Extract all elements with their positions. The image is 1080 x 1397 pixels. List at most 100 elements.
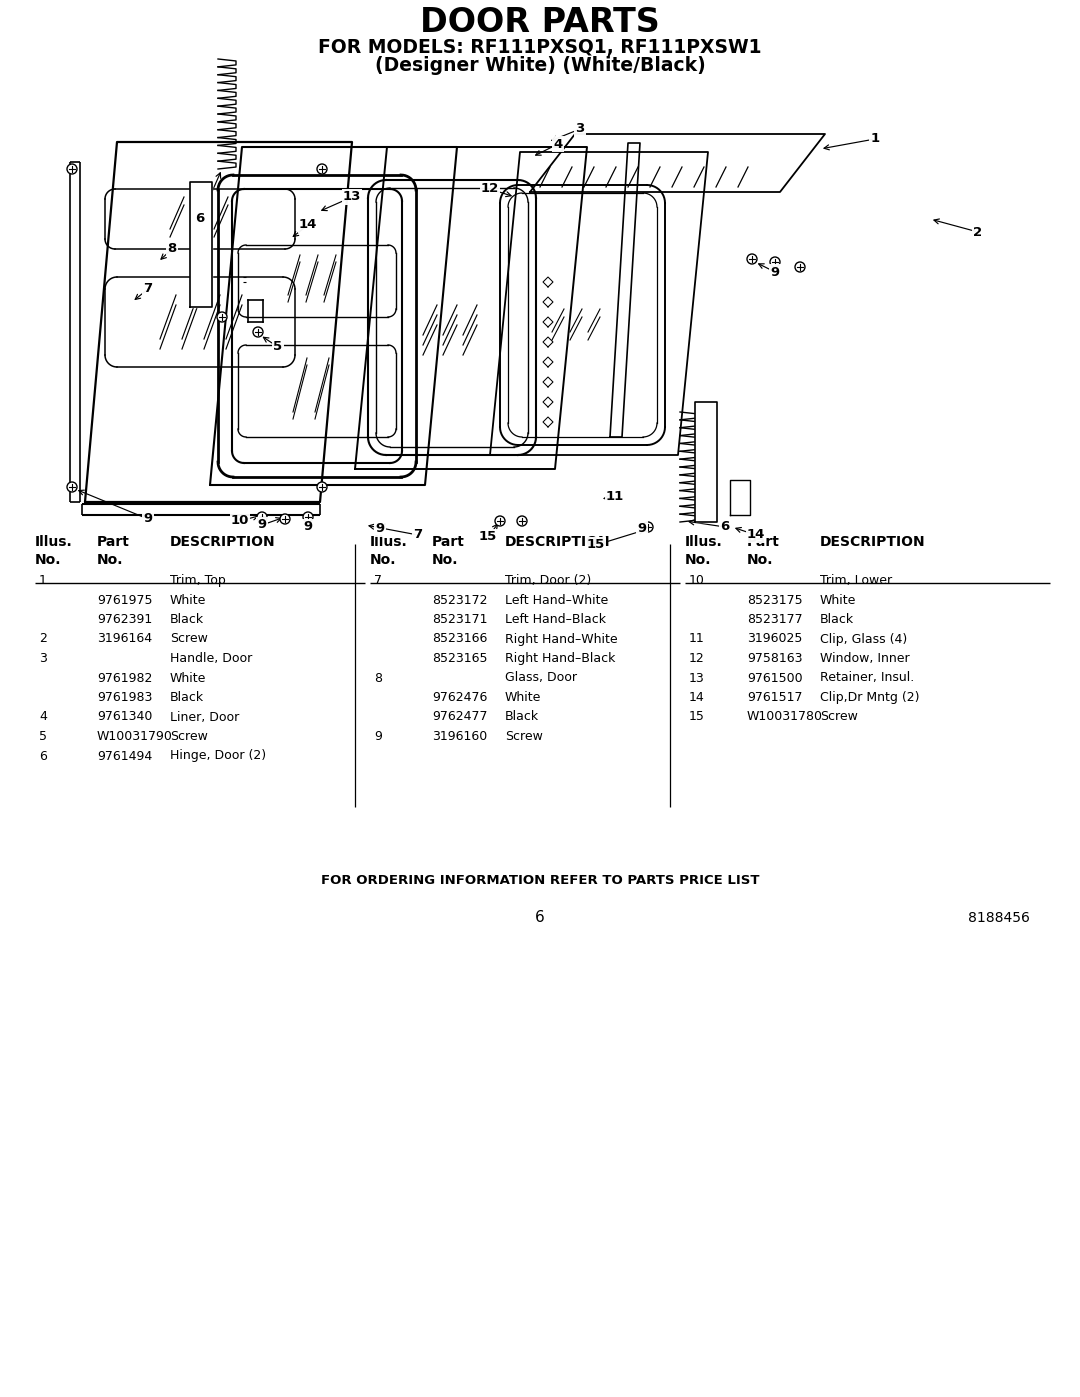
Text: 13: 13	[689, 672, 705, 685]
Polygon shape	[190, 182, 212, 307]
Circle shape	[318, 163, 327, 175]
Text: 9761340: 9761340	[97, 711, 152, 724]
Text: W10031790: W10031790	[97, 731, 173, 743]
Text: Liner, Door: Liner, Door	[170, 711, 240, 724]
Text: 9761983: 9761983	[97, 692, 152, 704]
Text: Trim, Top: Trim, Top	[170, 574, 226, 587]
Text: 1: 1	[39, 574, 46, 587]
Text: Right Hand–Black: Right Hand–Black	[505, 652, 616, 665]
Text: Black: Black	[820, 613, 854, 626]
Polygon shape	[85, 142, 352, 502]
Text: White: White	[170, 594, 206, 606]
Text: FOR ORDERING INFORMATION REFER TO PARTS PRICE LIST: FOR ORDERING INFORMATION REFER TO PARTS …	[321, 875, 759, 887]
Text: 9: 9	[257, 518, 267, 531]
Text: Clip, Glass (4): Clip, Glass (4)	[820, 633, 907, 645]
Circle shape	[770, 257, 780, 267]
Polygon shape	[696, 402, 717, 522]
Text: DESCRIPTION: DESCRIPTION	[170, 535, 275, 549]
Text: 8: 8	[374, 672, 382, 685]
Text: Screw: Screw	[820, 711, 858, 724]
Text: Glass, Door: Glass, Door	[505, 672, 577, 685]
Text: 8523165: 8523165	[432, 652, 487, 665]
Text: No.: No.	[35, 553, 62, 567]
Circle shape	[217, 312, 227, 321]
Text: White: White	[505, 692, 541, 704]
Text: 8523177: 8523177	[747, 613, 802, 626]
Text: 14: 14	[299, 218, 318, 232]
Text: Part: Part	[747, 535, 780, 549]
Text: Handle, Door: Handle, Door	[170, 652, 253, 665]
Text: 9762477: 9762477	[432, 711, 487, 724]
Text: 3: 3	[39, 652, 46, 665]
Text: Illus.: Illus.	[35, 535, 72, 549]
Text: Screw: Screw	[170, 731, 207, 743]
Text: No.: No.	[747, 553, 773, 567]
Text: 13: 13	[342, 190, 361, 204]
Text: 8523175: 8523175	[747, 594, 802, 606]
Text: Window, Inner: Window, Inner	[820, 652, 909, 665]
Text: 9758163: 9758163	[747, 652, 802, 665]
Text: No.: No.	[370, 553, 396, 567]
Text: Left Hand–White: Left Hand–White	[505, 594, 608, 606]
Text: 1: 1	[870, 133, 879, 145]
Text: 9762391: 9762391	[97, 613, 152, 626]
Text: 8: 8	[167, 243, 177, 256]
Text: 9761517: 9761517	[747, 692, 802, 704]
Text: 7: 7	[414, 528, 422, 542]
Text: DESCRIPTION: DESCRIPTION	[820, 535, 926, 549]
Circle shape	[517, 515, 527, 527]
Text: Black: Black	[505, 711, 539, 724]
Text: (Designer White) (White/Black): (Designer White) (White/Black)	[375, 56, 705, 75]
Text: 9761500: 9761500	[747, 672, 802, 685]
Text: Black: Black	[170, 692, 204, 704]
Text: 11: 11	[689, 633, 705, 645]
Text: 8523171: 8523171	[432, 613, 487, 626]
Text: 7: 7	[144, 282, 152, 296]
Text: No.: No.	[685, 553, 712, 567]
Text: 8523172: 8523172	[432, 594, 487, 606]
Text: 15: 15	[689, 711, 705, 724]
Text: 4: 4	[553, 137, 563, 151]
Text: Part: Part	[97, 535, 130, 549]
Text: 10: 10	[231, 514, 249, 528]
Text: 3196160: 3196160	[432, 731, 487, 743]
Circle shape	[280, 514, 291, 524]
Text: 4: 4	[39, 711, 46, 724]
Polygon shape	[210, 147, 457, 485]
Text: 8188456: 8188456	[968, 911, 1030, 925]
Circle shape	[67, 163, 77, 175]
Text: 12: 12	[689, 652, 705, 665]
Polygon shape	[730, 481, 750, 515]
Text: No.: No.	[97, 553, 123, 567]
Text: 6: 6	[720, 521, 730, 534]
Polygon shape	[530, 134, 825, 191]
Text: 6: 6	[39, 750, 46, 763]
Text: 9: 9	[376, 522, 384, 535]
Circle shape	[643, 522, 653, 532]
Text: 15: 15	[478, 531, 497, 543]
Text: 15: 15	[586, 538, 605, 552]
Text: Trim, Door (2): Trim, Door (2)	[505, 574, 591, 587]
Text: Black: Black	[170, 613, 204, 626]
Text: 6: 6	[195, 212, 204, 225]
Text: DOOR PARTS: DOOR PARTS	[420, 6, 660, 39]
Text: No.: No.	[432, 553, 459, 567]
Text: 14: 14	[689, 692, 705, 704]
Text: 9: 9	[144, 513, 152, 525]
Text: Screw: Screw	[170, 633, 207, 645]
Text: Left Hand–Black: Left Hand–Black	[505, 613, 606, 626]
Text: 9: 9	[770, 265, 780, 278]
Circle shape	[747, 254, 757, 264]
Text: 3196025: 3196025	[747, 633, 802, 645]
Text: 3196164: 3196164	[97, 633, 152, 645]
Text: FOR MODELS: RF111PXSQ1, RF111PXSW1: FOR MODELS: RF111PXSQ1, RF111PXSW1	[319, 38, 761, 57]
Polygon shape	[490, 152, 708, 455]
Text: 9: 9	[374, 731, 382, 743]
Text: Trim, Lower: Trim, Lower	[820, 574, 892, 587]
Circle shape	[67, 482, 77, 492]
Text: 2: 2	[973, 225, 983, 239]
Text: 8523166: 8523166	[432, 633, 487, 645]
Text: Retainer, Insul.: Retainer, Insul.	[820, 672, 915, 685]
Text: 7: 7	[374, 574, 382, 587]
Text: Illus.: Illus.	[685, 535, 723, 549]
